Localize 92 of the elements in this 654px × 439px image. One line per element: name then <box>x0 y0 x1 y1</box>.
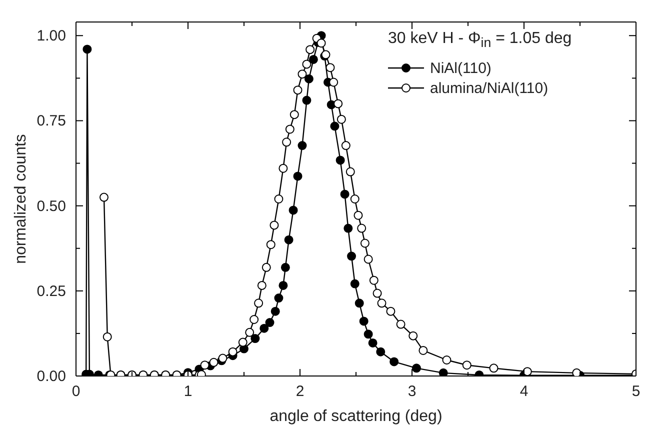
point <box>386 306 396 316</box>
point <box>250 334 260 344</box>
point <box>372 288 382 298</box>
point <box>522 367 532 376</box>
point <box>218 354 228 363</box>
point <box>250 314 259 324</box>
point <box>489 364 498 373</box>
x-tick-label: 4 <box>520 383 528 400</box>
y-tick-label: 0.75 <box>36 112 66 130</box>
point <box>346 167 355 176</box>
point <box>341 141 350 150</box>
point <box>274 194 284 204</box>
point <box>438 368 448 376</box>
point <box>293 86 302 95</box>
point <box>298 70 307 79</box>
x-axis-title: angle of scattering (deg) <box>270 408 442 425</box>
y-tick-label: 1.00 <box>36 28 66 45</box>
point <box>336 156 345 165</box>
point <box>364 254 373 264</box>
point <box>209 358 218 367</box>
point <box>238 338 248 347</box>
point <box>298 141 307 150</box>
legend-title: 30 keV H - Φ$_{in}$ = 1.05 deg <box>388 30 573 50</box>
y-tick-label: 0.50 <box>36 198 66 215</box>
point <box>360 238 370 248</box>
point <box>288 206 298 215</box>
point <box>278 280 288 290</box>
point <box>408 331 418 340</box>
x-tick-label: 5 <box>632 383 640 400</box>
point <box>350 194 360 204</box>
point <box>278 164 288 173</box>
point <box>284 235 294 244</box>
point <box>336 114 346 124</box>
point <box>257 280 266 290</box>
point <box>364 330 373 339</box>
point <box>304 74 314 84</box>
point <box>270 220 279 230</box>
point <box>265 318 274 328</box>
x-tick-label: 1 <box>184 383 192 400</box>
point <box>572 368 582 376</box>
point <box>376 347 386 356</box>
point <box>326 63 335 72</box>
x-tick-label: 2 <box>296 383 304 400</box>
x-tick-label: 3 <box>408 383 416 400</box>
point <box>354 210 363 220</box>
point <box>228 347 238 356</box>
point <box>306 45 315 54</box>
point <box>418 346 428 355</box>
point <box>293 172 302 181</box>
point <box>368 338 378 348</box>
point <box>274 294 284 303</box>
point <box>350 279 360 288</box>
point <box>280 262 290 272</box>
point <box>302 60 312 69</box>
point <box>357 224 366 233</box>
point <box>340 190 350 199</box>
point <box>334 99 343 108</box>
point <box>347 252 356 261</box>
point <box>316 38 326 48</box>
point <box>396 320 406 329</box>
point <box>102 332 112 342</box>
point <box>308 54 318 64</box>
y-axis-title: normalized counts <box>12 134 30 264</box>
point <box>390 357 399 366</box>
point <box>262 262 271 272</box>
point <box>200 360 210 370</box>
point <box>359 316 368 326</box>
y-tick-label: 0.25 <box>36 282 66 300</box>
point <box>412 364 421 373</box>
y-tick-label: 0.00 <box>36 368 66 385</box>
point <box>282 138 292 147</box>
point <box>270 306 280 316</box>
point <box>82 44 92 54</box>
legend-label: alumina/NiAl(110) <box>430 80 548 97</box>
point <box>266 240 276 250</box>
point <box>260 324 269 333</box>
legend-label: NiAl(110) <box>430 60 492 77</box>
point <box>369 276 378 285</box>
x-tick-label: 0 <box>72 383 80 400</box>
point <box>354 298 364 308</box>
point <box>254 298 264 308</box>
point <box>285 124 294 134</box>
point <box>302 96 312 105</box>
point <box>442 356 452 364</box>
point <box>462 360 472 370</box>
point <box>344 224 353 233</box>
point <box>377 298 386 308</box>
point <box>329 78 338 87</box>
point <box>100 192 108 202</box>
point <box>330 122 340 131</box>
point <box>245 328 254 337</box>
point <box>290 110 299 120</box>
